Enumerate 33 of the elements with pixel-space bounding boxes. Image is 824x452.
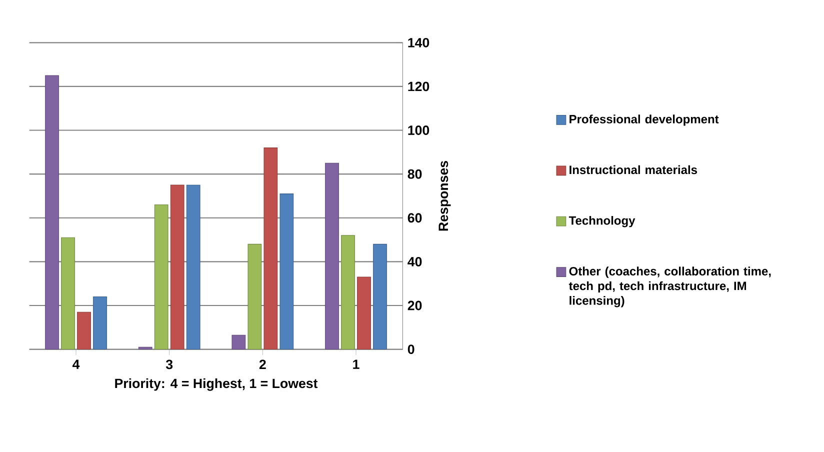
y-tick-label: 80 (408, 169, 422, 179)
y-tick-label: 120 (408, 82, 430, 92)
bar (61, 237, 75, 350)
x-tick-label: 2 (259, 360, 266, 370)
bar (325, 162, 339, 350)
bar (186, 184, 200, 350)
x-tick-label: 3 (166, 360, 173, 370)
y-axis-title: Responses (438, 160, 451, 231)
bar (264, 148, 278, 350)
y-tick-label: 140 (408, 38, 430, 48)
x-tick-label: 1 (353, 360, 360, 369)
bar (45, 75, 59, 350)
y-tick-label: 100 (408, 126, 430, 135)
y-tick-label: 60 (408, 213, 422, 223)
bar (232, 334, 246, 350)
bar (93, 296, 107, 350)
bar (77, 312, 91, 350)
legend-label: Instructional materials (570, 165, 698, 174)
bar (154, 204, 168, 350)
x-axis-title: Priority: 4 = Highest, 1 = Lowest (115, 378, 318, 391)
legend-label: Professional development (570, 114, 719, 126)
bar (170, 184, 184, 350)
legend-label: Other (coaches, collaboration time, tech pd, tech infrastructure, IM licensing) (568, 266, 771, 308)
bar (248, 244, 262, 350)
bar (280, 194, 294, 350)
y-tick-label: 0 (408, 344, 414, 354)
bar (357, 276, 371, 350)
y-tick-label: 40 (408, 256, 422, 266)
bar (341, 235, 355, 350)
legend-label: Technology (568, 216, 636, 228)
bar (373, 244, 387, 350)
x-tick-label: 4 (72, 360, 80, 369)
y-tick-label: 20 (408, 300, 422, 310)
